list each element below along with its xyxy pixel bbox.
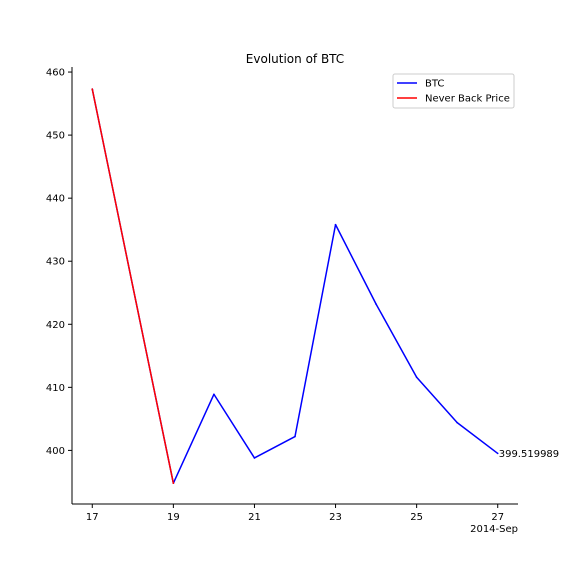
y-tick-label: 410	[46, 383, 65, 394]
last-value-annotation: 399.519989	[499, 449, 559, 460]
x-ticks: 17 19 21 23 25 27	[86, 504, 504, 523]
data-point-btc	[253, 457, 256, 459]
y-tick-label: 460	[46, 68, 65, 79]
data-point-never-back-price	[172, 482, 175, 484]
chart-title: Evolution of BTC	[246, 52, 344, 66]
axes	[71, 67, 518, 505]
x-tick-label: 17	[86, 512, 99, 523]
data-point-never-back-price	[132, 285, 134, 288]
y-tick-label: 400	[46, 446, 65, 457]
legend: BTC Never Back Price	[392, 73, 515, 109]
x-tick-label: 21	[248, 512, 261, 523]
y-tick-label: 430	[46, 257, 65, 268]
data-point-never-back-price	[91, 88, 94, 90]
legend-label-btc: BTC	[425, 79, 444, 90]
x-tick-label: 27	[491, 512, 504, 523]
legend-label-never-back-price: Never Back Price	[425, 94, 510, 105]
series-layer	[91, 88, 499, 484]
data-point-btc	[415, 376, 418, 379]
y-tick-label: 420	[46, 320, 65, 331]
x-tick-label: 25	[410, 512, 423, 523]
y-tick-label: 450	[46, 131, 65, 142]
legend-box	[392, 73, 515, 109]
data-point-btc	[213, 393, 215, 396]
x-tick-label: 23	[329, 512, 342, 523]
data-point-btc	[456, 421, 458, 424]
data-point-btc	[294, 435, 296, 438]
data-point-btc	[334, 223, 337, 226]
y-tick-label: 440	[46, 194, 65, 205]
x-offset-label: 2014-Sep	[470, 524, 518, 535]
y-ticks: 400 410 420 430 440 450 460	[46, 68, 72, 457]
data-point-btc	[496, 452, 499, 455]
x-tick-label: 19	[167, 512, 180, 523]
data-point-btc	[375, 303, 377, 305]
